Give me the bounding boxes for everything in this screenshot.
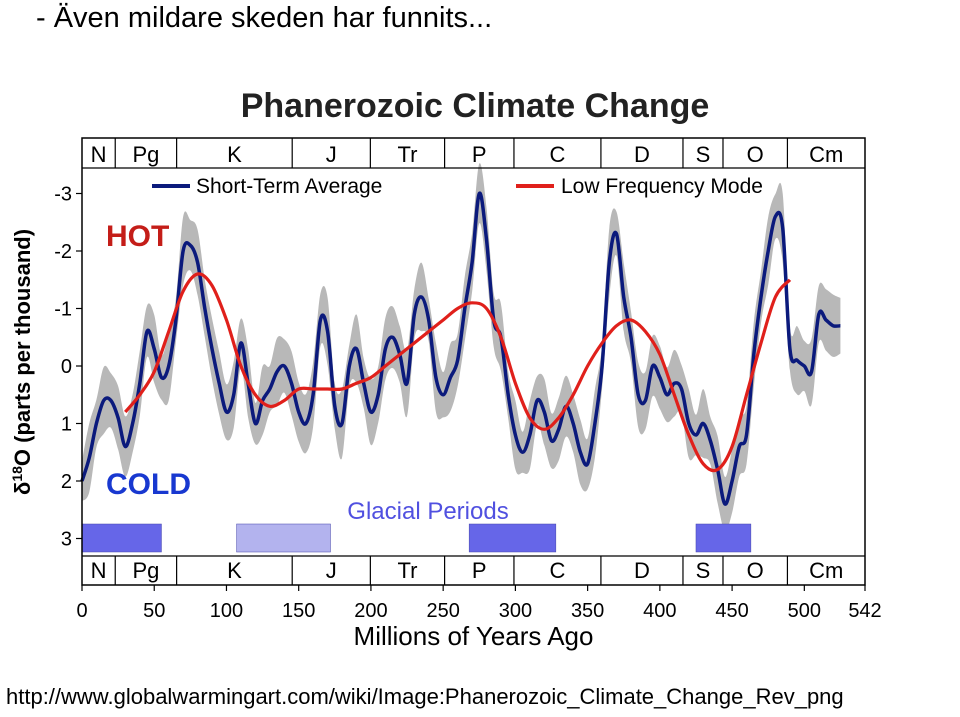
- glacial-bar: [237, 524, 331, 552]
- period-label-top: D: [634, 142, 650, 167]
- period-label-top: S: [696, 142, 711, 167]
- period-label-top: P: [472, 142, 487, 167]
- x-tick-label: 350: [571, 600, 604, 622]
- period-label-bottom: J: [326, 558, 337, 583]
- chart-title: Phanerozoic Climate Change: [241, 87, 710, 125]
- x-tick-label: 500: [788, 600, 821, 622]
- legend-label-low-frequency: Low Frequency Mode: [561, 175, 763, 198]
- glacial-periods-label: Glacial Periods: [347, 498, 508, 525]
- y-axis-label: δ18O (parts per thousand): [9, 229, 35, 495]
- y-tick-label: 1: [61, 414, 72, 436]
- y-tick-label: 2: [61, 471, 72, 493]
- x-tick-label: 200: [354, 600, 387, 622]
- period-label-bottom: Pg: [132, 558, 159, 583]
- glacial-bar: [82, 524, 161, 552]
- period-label-bottom: S: [696, 558, 711, 583]
- x-tick-label: 400: [643, 600, 676, 622]
- period-label-bottom: P: [472, 558, 487, 583]
- x-tick-label: 450: [715, 600, 748, 622]
- x-tick-label: 300: [499, 600, 532, 622]
- period-label-top: Cm: [809, 142, 843, 167]
- period-label-bottom: C: [549, 558, 565, 583]
- y-tick-label: 3: [61, 529, 72, 551]
- period-label-top: O: [747, 142, 764, 167]
- legend-label-short-term: Short-Term Average: [196, 175, 382, 198]
- period-label-bottom: O: [747, 558, 764, 583]
- glacial-bar: [469, 524, 556, 552]
- period-label-bottom: Tr: [398, 558, 418, 583]
- y-tick-label: -2: [54, 241, 72, 263]
- period-label-bottom: D: [634, 558, 650, 583]
- y-tick-label: 0: [61, 356, 72, 378]
- glacial-bars-layer: [82, 524, 751, 552]
- y-tick-label: -3: [54, 184, 72, 206]
- x-axis-label: Millions of Years Ago: [354, 621, 594, 651]
- glacial-bar: [696, 524, 751, 552]
- period-label-top: K: [227, 142, 242, 167]
- x-tick-label: 250: [426, 600, 459, 622]
- period-label-top: C: [549, 142, 565, 167]
- y-tick-label: -1: [54, 299, 72, 321]
- cold-annotation: COLD: [106, 468, 191, 501]
- x-tick-label: 542: [848, 600, 881, 622]
- x-tick-label: 100: [210, 600, 243, 622]
- x-tick-label: 150: [282, 600, 315, 622]
- period-label-bottom: K: [227, 558, 242, 583]
- period-label-top: N: [91, 142, 107, 167]
- period-label-top: Pg: [132, 142, 159, 167]
- hot-annotation: HOT: [106, 220, 169, 253]
- source-url: http://www.globalwarmingart.com/wiki/Ima…: [6, 684, 844, 710]
- period-label-top: J: [326, 142, 337, 167]
- x-tick-label: 50: [143, 600, 165, 622]
- x-tick-label: 0: [76, 600, 87, 622]
- period-label-bottom: N: [91, 558, 107, 583]
- period-label-top: Tr: [398, 142, 418, 167]
- period-label-bottom: Cm: [809, 558, 843, 583]
